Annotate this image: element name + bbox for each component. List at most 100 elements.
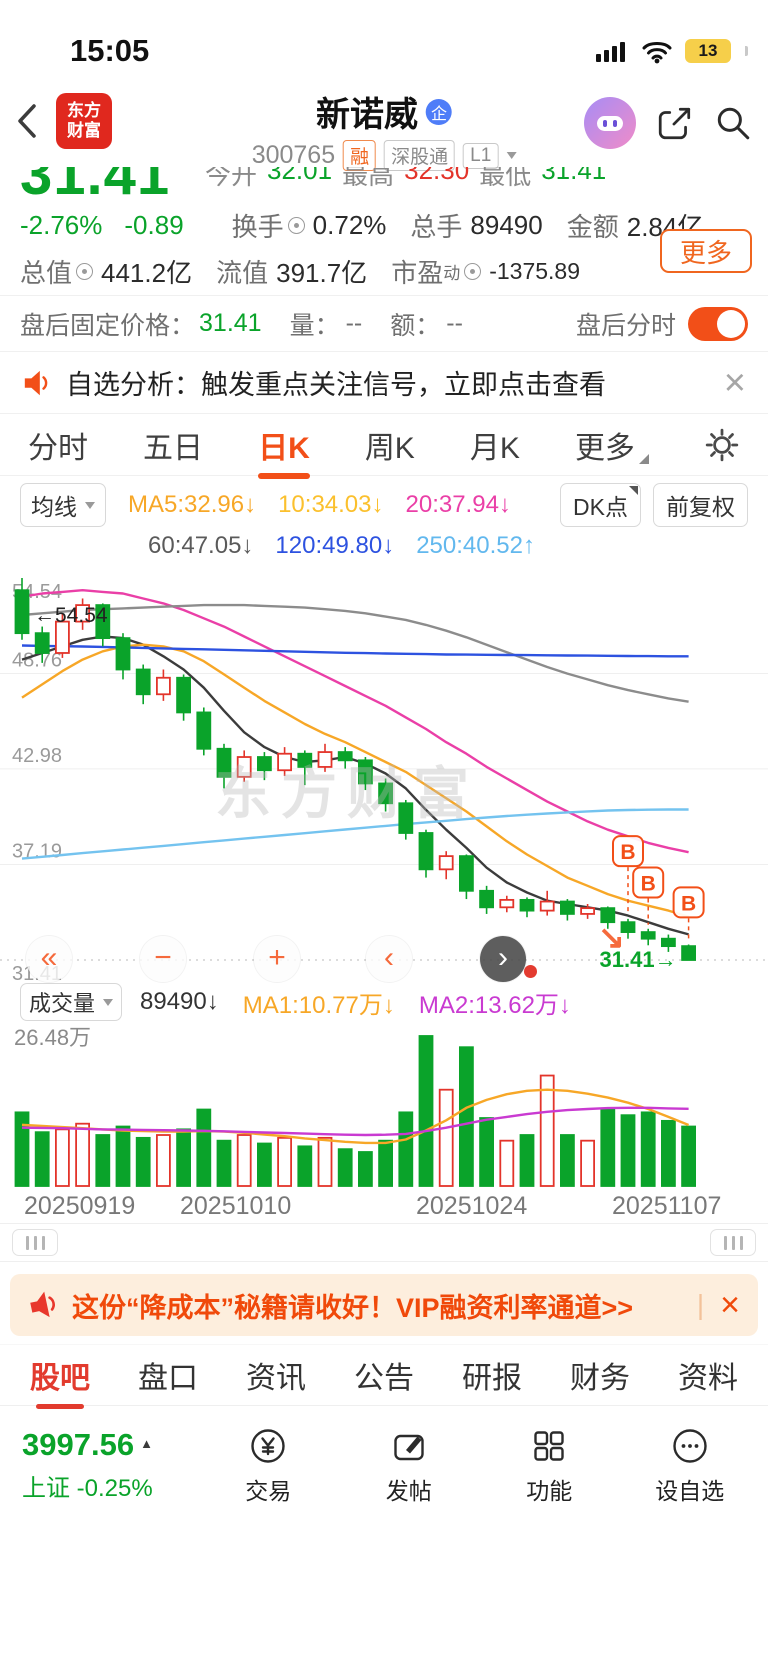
dk-point-button[interactable]: DK点: [560, 483, 641, 527]
volume-selector[interactable]: 成交量: [20, 983, 123, 1021]
logo-line1: 东方: [67, 101, 101, 121]
info-icon[interactable]: [76, 262, 94, 280]
tab-news[interactable]: 资讯: [246, 1362, 306, 1395]
battery-icon: 13: [685, 38, 731, 63]
chevron-down-icon[interactable]: [506, 152, 517, 159]
add-watchlist-button[interactable]: 设自选: [620, 1424, 761, 1506]
ma-line-MA10: [21, 643, 689, 918]
svg-text:B: B: [681, 892, 696, 915]
ma-line-MA120: [21, 644, 689, 658]
pan-left-button[interactable]: ‹: [366, 936, 412, 982]
svg-text:←54.54: ←54.54: [34, 604, 108, 627]
alert-row[interactable]: 自选分析：触发重点关注信号，立即点击查看 ×: [0, 352, 768, 414]
volume-axis-max: 26.48万: [14, 1025, 92, 1050]
watchlist-label: 设自选: [655, 1478, 725, 1504]
trade-label: 交易: [245, 1478, 292, 1504]
volume-chart-area[interactable]: 26.48万: [0, 1020, 768, 1192]
connect-tag: 深股通: [384, 140, 456, 171]
after-hours-toggle[interactable]: [688, 306, 748, 341]
scroll-hints: [0, 1224, 768, 1262]
right-drag-handle[interactable]: [710, 1229, 756, 1256]
low-value: 31.41: [541, 167, 607, 185]
close-icon[interactable]: ×: [723, 361, 746, 404]
tab-more[interactable]: 更多: [575, 423, 649, 467]
search-icon[interactable]: [714, 104, 752, 142]
high-value: 32.30: [404, 167, 470, 185]
back-button[interactable]: [10, 100, 46, 142]
pan-right-button[interactable]: ›: [480, 936, 526, 982]
tab-announcement[interactable]: 公告: [354, 1362, 414, 1395]
tab-five-day[interactable]: 五日: [143, 431, 204, 465]
tab-pankou[interactable]: 盘口: [138, 1362, 198, 1395]
svg-text:B: B: [620, 841, 635, 864]
floatcap-label: 流值: [216, 257, 269, 288]
speaker-icon: [24, 370, 48, 395]
tab-more-label: 更多: [574, 431, 635, 465]
index-quote[interactable]: 3997.56 ▲ 上证 -0.25%: [8, 1427, 198, 1503]
compose-pencil-icon: [394, 1434, 424, 1461]
candlesticks: [14, 578, 696, 961]
date-tick: 20250919: [24, 1192, 136, 1220]
tab-guba[interactable]: 股吧: [30, 1353, 90, 1397]
after-hours-toggle-label: 盘后分时: [575, 311, 676, 340]
tab-finance[interactable]: 财务: [570, 1362, 630, 1395]
after-amt-label: 额：: [390, 311, 441, 340]
ma-line-MA5: [21, 635, 689, 936]
tab-daily-k[interactable]: 日K: [258, 423, 310, 467]
functions-label: 功能: [526, 1478, 573, 1504]
volume-header: 成交量 89490↓ MA1:10.77万↓ MA2:13.62万↓: [0, 983, 768, 1021]
stock-code: 300765: [251, 141, 336, 169]
pe-value: -1375.89: [489, 257, 581, 284]
forward-adjust-button[interactable]: 前复权: [653, 483, 748, 527]
volume-label: 总手: [410, 211, 463, 242]
period-tabs: 分时 五日 日K 周K 月K 更多: [0, 414, 768, 476]
after-vol-value: --: [345, 309, 363, 337]
info-icon[interactable]: [287, 216, 305, 234]
app-logo: 东方 财富: [56, 93, 112, 149]
share-icon[interactable]: [656, 104, 694, 142]
info-icon[interactable]: [464, 262, 482, 280]
tab-research[interactable]: 研报: [462, 1362, 522, 1395]
ma-selector[interactable]: 均线: [20, 483, 106, 527]
zoom-in-button[interactable]: +: [254, 936, 300, 982]
index-value: 3997.56: [22, 1427, 135, 1462]
close-icon[interactable]: ×: [720, 1286, 740, 1324]
kline-chart-area[interactable]: 54.5448.7642.9837.1931.41←54.5431.41→BBB…: [0, 564, 768, 984]
battery-tip: [745, 45, 748, 56]
toggle-knob: [717, 309, 745, 338]
floatcap-value: 391.7亿: [276, 257, 368, 288]
page-title: 新诺威: [315, 96, 418, 134]
pan-left-fast-button[interactable]: «: [26, 936, 72, 982]
margin-tag: 融: [343, 140, 377, 171]
quote-panel: 31.41 今开 32.01 最高 32.30 最低 31.41 -2.76% …: [0, 167, 768, 296]
ma60-label: 60:47.05↓: [148, 532, 254, 559]
quote-row-2: 总值 441.2亿 流值 391.7亿 市盈动 -1375.89: [0, 247, 768, 295]
high-label: 最高: [342, 167, 395, 190]
promo-banner[interactable]: 这份“降成本”秘籍请收好！VIP融资利率通道>> | ×: [10, 1274, 758, 1336]
functions-button[interactable]: 功能: [479, 1424, 620, 1506]
tab-weekly-k[interactable]: 周K: [364, 431, 415, 465]
ma5-label: MA5:32.96↓: [128, 491, 257, 518]
zoom-out-button[interactable]: −: [140, 936, 186, 982]
mktcap-label: 总值: [20, 257, 73, 288]
caret-up-icon: ▲: [140, 1436, 153, 1451]
date-tick: 20251010: [180, 1192, 292, 1220]
assistant-avatar[interactable]: [584, 97, 636, 149]
tab-minute[interactable]: 分时: [28, 431, 88, 465]
ma20-label: 20:37.94↓: [405, 491, 511, 518]
stock-title-block[interactable]: 新诺威 企 300765 融 深股通 L1: [252, 87, 517, 171]
volume-chart[interactable]: [0, 1020, 768, 1192]
post-button[interactable]: 发帖: [339, 1424, 480, 1506]
trade-button[interactable]: 交易: [198, 1424, 339, 1506]
tab-monthly-k[interactable]: 月K: [469, 431, 520, 465]
settings-gear-icon[interactable]: [704, 427, 740, 463]
ma-line-MA60: [21, 603, 689, 703]
jump-to-latest-icon[interactable]: ↘: [598, 919, 625, 955]
tab-profile[interactable]: 资料: [678, 1362, 738, 1395]
more-button[interactable]: 更多: [660, 229, 752, 273]
x-axis-dates: 20250919 20251010 20251024 20251107: [0, 1192, 768, 1224]
change-value: -0.89: [124, 209, 184, 240]
left-drag-handle[interactable]: [12, 1229, 58, 1256]
